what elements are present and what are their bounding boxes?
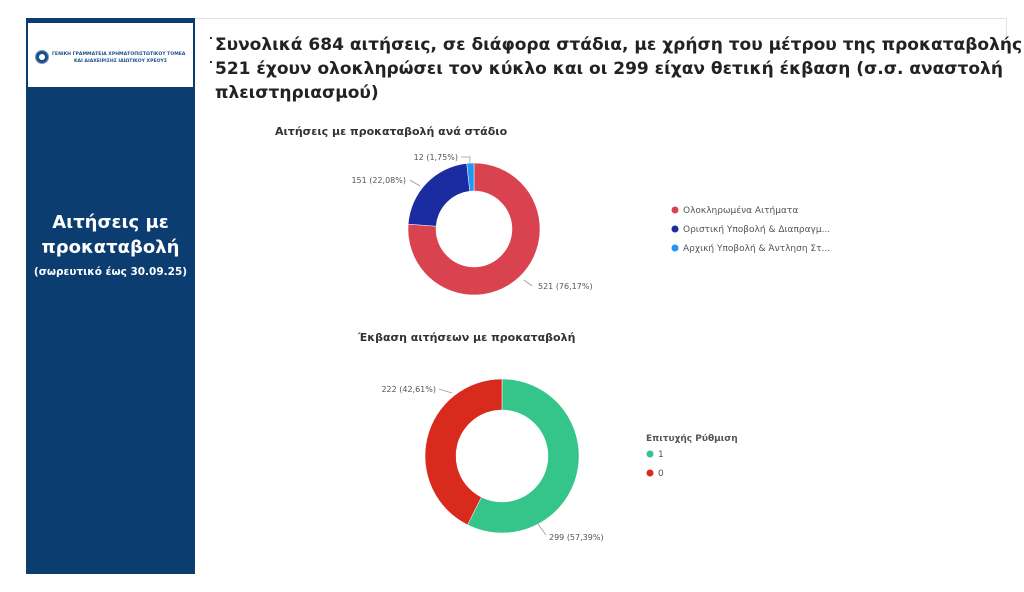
chart1-leader-line-1: [523, 279, 533, 287]
bullet-mark: [210, 61, 212, 63]
chart1-legend-label-2: Οριστική Υποβολή & Διαπραγμ...: [683, 225, 830, 235]
chart1-data-label-1: 521 (76,17%): [538, 282, 593, 291]
bullet-mark: [210, 37, 212, 39]
logo-text-line1: ΓΕΝΙΚΗ ΓΡΑΜΜΑΤΕΙΑ ΧΡΗΜΑΤΟΠΙΣΤΩΤΙΚΟΥ ΤΟΜΕ…: [52, 52, 186, 57]
sidebar-title-line2: προκαταβολή: [41, 237, 180, 258]
chart2-legend-marker-2: [646, 469, 654, 477]
chart1-title: Αιτήσεις με προκαταβολή ανά στάδιο: [275, 125, 508, 138]
frame-right-border: [1006, 18, 1007, 36]
chart2-legend-label-2: 0: [658, 469, 664, 479]
sidebar-panel: ΓΕΝΙΚΗ ΓΡΑΜΜΑΤΕΙΑ ΧΡΗΜΑΤΟΠΙΣΤΩΤΙΚΟΥ ΤΟΜΕ…: [26, 18, 195, 574]
chart2-legend-marker-1: [646, 450, 654, 458]
chart1-slice-3: [466, 162, 475, 192]
chart2-slice-2: [424, 378, 503, 526]
chart1-legend-label-1: Ολοκληρωμένα Αιτήματα: [683, 205, 798, 216]
chart2-data-label-1: 299 (57,39%): [549, 533, 604, 542]
chart1-legend-marker-1: [671, 206, 679, 214]
sidebar-subtitle: (σωρευτικό έως 30.09.25): [33, 266, 188, 278]
chart1-leader-line-2: [409, 179, 421, 187]
headline: Συνολικά 684 αιτήσεις, σε διάφορα στάδια…: [215, 33, 1023, 105]
chart1-legend-marker-3: [671, 244, 679, 252]
chart2-slice-1: [467, 378, 580, 534]
chart1-legend-marker-2: [671, 225, 679, 233]
chart2-legend-title: Επιτυχής Ρύθμιση: [646, 434, 738, 444]
chart1-leader-line-3: [461, 156, 471, 163]
frame-top-border: [195, 18, 1007, 19]
chart1-slice-2: [407, 163, 471, 227]
sidebar-title-line1: Αιτήσεις με: [52, 212, 169, 233]
chart1-legend-label-3: Αρχική Υποβολή & Άντληση Στ...: [683, 244, 830, 254]
headline-line2: 521 έχουν ολοκληρώσει τον κύκλο και οι 2…: [215, 59, 1003, 79]
chart2-data-label-2: 222 (42,61%): [381, 385, 436, 394]
chart1-data-label-3: 12 (1,75%): [414, 153, 458, 162]
chart2-leader-line-2: [438, 388, 453, 394]
chart2-legend-label-1: 1: [658, 450, 664, 460]
headline-line1: Συνολικά 684 αιτήσεις, σε διάφορα στάδια…: [215, 35, 1023, 55]
chart1-slice-1: [407, 162, 541, 296]
chart1-data-label-2: 151 (22,08%): [351, 176, 406, 185]
logo-text-line2: ΚΑΙ ΔΙΑΧΕΙΡΙΣΗΣ ΙΔΙΩΤΙΚΟΥ ΧΡΕΟΥΣ: [74, 59, 167, 64]
headline-line3: πλειστηριασμού): [215, 83, 379, 103]
sidebar-title: Αιτήσεις με προκαταβολή: [26, 210, 195, 260]
seal-icon: [35, 50, 49, 64]
chart2-title: Έκβαση αιτήσεων με προκαταβολή: [358, 331, 576, 344]
chart2-leader-line-1: [537, 523, 547, 536]
logo: ΓΕΝΙΚΗ ΓΡΑΜΜΑΤΕΙΑ ΧΡΗΜΑΤΟΠΙΣΤΩΤΙΚΟΥ ΤΟΜΕ…: [28, 23, 193, 87]
